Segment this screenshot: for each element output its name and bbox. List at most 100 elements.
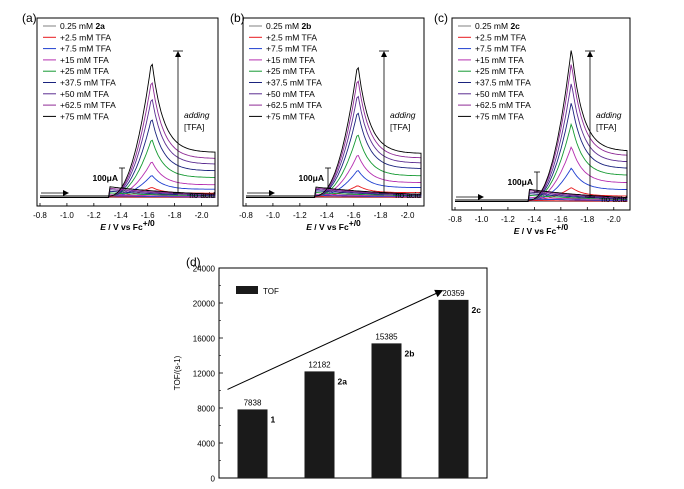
legend-label: +2.5 mM TFA [266,32,317,42]
bar-category-label: 2b [405,348,415,358]
legend-label: +75 mM TFA [475,111,524,121]
legend-label: +50 mM TFA [266,89,315,99]
y-tick-label: 4000 [197,440,215,449]
legend-label: +7.5 mM TFA [266,44,317,54]
legend-label: +75 mM TFA [60,111,109,121]
legend-label: +2.5 mM TFA [60,32,111,42]
x-tick-label: -1.0 [60,211,74,220]
plot-frame [242,17,425,207]
y-tick-label: 0 [211,475,216,484]
plot-frame [451,17,631,211]
panel-label: (b) [230,11,245,25]
legend-swatch [236,286,258,294]
scalebar-label: 100μA [92,173,118,183]
sweep-arrow-head [478,194,484,200]
bar-1 [237,409,268,478]
x-tick-label: -1.6 [347,211,361,220]
legend-label: +25 mM TFA [266,66,315,76]
cv-curve-8 [246,66,422,198]
x-tick-label: -1.6 [141,211,155,220]
legend-label: +75 mM TFA [266,111,315,121]
legend-label: +15 mM TFA [266,55,315,65]
legend-label: +15 mM TFA [475,55,524,65]
bar-category-label: 2c [472,305,482,315]
x-axis-title: E / V vs Fc+/0 [100,218,155,232]
x-tick-label: -1.8 [580,215,594,224]
tfa-label: [TFA] [596,122,616,132]
sweep-arrow-head [269,190,275,196]
x-tick-label: -2.0 [607,215,621,224]
legend-label: +7.5 mM TFA [475,44,526,54]
bar-value-label: 12182 [308,360,331,369]
y-tick-label: 8000 [197,405,215,414]
bar-value-label: 7838 [244,398,262,407]
panel-label: (d) [186,255,201,269]
y-tick-label: 12000 [193,370,216,379]
legend-label: +25 mM TFA [60,66,109,76]
legend-label: 0.25 mM 2a [60,21,105,31]
y-tick-label: 20000 [193,300,216,309]
x-tick-label: -0.8 [448,215,462,224]
cv-panel-2c: (c) -0.8 -1.0 -1.2 -1.4 -1.6 -1.8 -2.0 E / V vs … [434,11,631,236]
y-tick-label: 16000 [193,335,216,344]
x-tick-label: -1.2 [87,211,101,220]
x-axis-title: E / V vs Fc+/0 [514,222,569,236]
x-tick-label: -1.4 [527,215,541,224]
no-acid-label: no acid [395,191,421,200]
x-tick-label: -1.0 [475,215,489,224]
legend-label: +62.5 mM TFA [60,100,116,110]
legend-label: +15 mM TFA [60,55,109,65]
legend-label: 0.25 mM 2c [475,21,520,31]
sweep-arrow-head [63,190,69,196]
x-tick-label: -1.2 [293,211,307,220]
y-axis-title: TOF/(s-1) [173,355,182,390]
panel-label: (a) [22,11,37,25]
x-tick-label: -0.8 [33,211,47,220]
legend-label: +7.5 mM TFA [60,44,111,54]
x-tick-label: -1.4 [320,211,334,220]
bar-value-label: 20359 [442,289,465,298]
x-tick-label: -1.6 [554,215,568,224]
legend-label: +37.5 mM TFA [266,78,322,88]
legend-label: 0.25 mM 2b [266,21,311,31]
x-axis-title: E / V vs Fc+/0 [306,218,361,232]
no-acid-label: no acid [601,195,627,204]
x-tick-label: -0.8 [239,211,253,220]
legend-label: TOF [263,287,279,296]
x-tick-label: -1.4 [114,211,128,220]
tfa-arrow-head [381,51,387,57]
x-tick-label: -1.8 [168,211,182,220]
x-tick-label: -1.0 [266,211,280,220]
tfa-label: [TFA] [390,122,410,132]
no-acid-label: no acid [189,191,215,200]
tof-bar-panel: (d) 0 4000 8000 12000 16000 20000 24000 TOF/(s-1… [173,255,488,484]
trend-arrow-line [227,291,440,390]
scalebar-label: 100μA [507,177,533,187]
bar-2a [304,371,335,478]
cv-panel-2a: (a) -0.8 -1.0 -1.2 -1.4 -1.6 -1.8 -2.0 E / V vs … [22,11,219,232]
legend-label: +62.5 mM TFA [475,100,531,110]
x-tick-label: -1.2 [501,215,515,224]
cv-curve-4 [455,122,628,202]
adding-label: adding [184,110,210,120]
tfa-arrow-head [175,51,181,57]
bar-2c [438,299,469,478]
x-tick-label: -1.8 [374,211,388,220]
legend-label: +37.5 mM TFA [60,78,116,88]
legend-label: +50 mM TFA [475,89,524,99]
x-tick-label: -2.0 [401,211,415,220]
adding-label: adding [596,110,622,120]
legend-label: +37.5 mM TFA [475,78,531,88]
panel-label: (c) [434,11,448,25]
legend-label: +2.5 mM TFA [475,32,526,42]
y-tick-label: 24000 [193,265,216,274]
legend-label: +50 mM TFA [60,89,109,99]
adding-label: adding [390,110,416,120]
cv-curve-8 [40,63,216,198]
cv-panels: (a) -0.8 -1.0 -1.2 -1.4 -1.6 -1.8 -2.0 E / V vs … [22,11,631,236]
bar-category-label: 1 [271,414,276,424]
cv-panel-2b: (b) -0.8 -1.0 -1.2 -1.4 -1.6 -1.8 -2.0 E / V vs … [230,11,425,232]
scalebar-label: 100μA [298,173,324,183]
bar-2b [371,343,402,478]
